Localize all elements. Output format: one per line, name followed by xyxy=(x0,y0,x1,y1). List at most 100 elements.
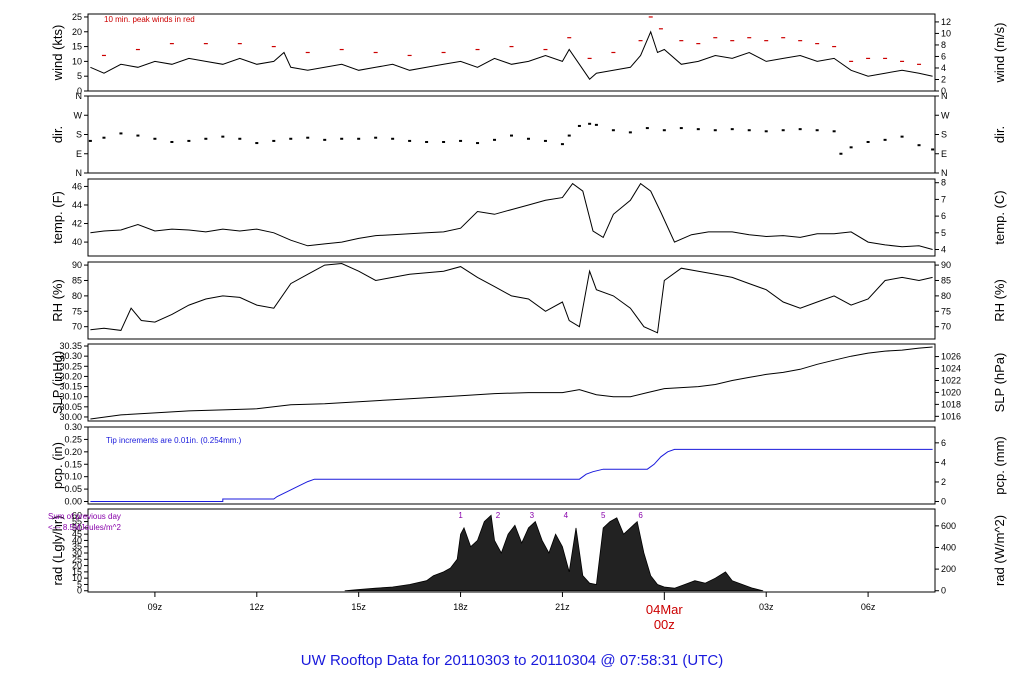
ytick-right-label: 7 xyxy=(941,194,946,204)
dir-point xyxy=(493,138,497,141)
ytick-right-label: 85 xyxy=(941,275,951,285)
rad-marker: 5 xyxy=(601,511,606,520)
dir-point xyxy=(815,129,819,132)
ytick-left-label: 60 xyxy=(72,510,82,520)
dir-point xyxy=(594,123,598,126)
ytick-right-label: 12 xyxy=(941,17,951,27)
panel-frame-pcp xyxy=(87,426,936,505)
ytick-right-label: 6 xyxy=(941,51,946,61)
ytick-right-label: 1026 xyxy=(941,352,961,362)
xtick-label: 18z xyxy=(453,602,468,612)
ytick-left-label: 35 xyxy=(72,542,82,552)
ytick-right-label: 70 xyxy=(941,322,951,332)
dir-point xyxy=(136,134,140,137)
ytick-left-label: 20 xyxy=(72,27,82,37)
dir-point xyxy=(588,122,592,125)
ytick-left-label: 44 xyxy=(72,200,82,210)
dir-point xyxy=(238,137,242,140)
rad-note-1: Sum of previous day xyxy=(48,512,121,521)
dir-point xyxy=(567,134,571,137)
ytick-left-label: 30.25 xyxy=(59,361,82,371)
ytick-left-label: 30.05 xyxy=(59,402,82,412)
dir-point xyxy=(221,135,225,138)
ytick-right-label: 2 xyxy=(941,477,946,487)
SLP-line xyxy=(90,346,933,420)
ytick-right-label: 80 xyxy=(941,291,951,301)
dir-point xyxy=(611,129,615,132)
panel-frame-temp xyxy=(87,178,936,257)
dir-point xyxy=(839,152,843,155)
ylabel-left-wind: wind (kts) xyxy=(50,25,65,82)
dir-point xyxy=(931,148,935,151)
dir-point xyxy=(832,130,836,133)
ylabel-right-RH: RH (%) xyxy=(992,279,1007,322)
ytick-left-label: 30.20 xyxy=(59,371,82,381)
xtick-label: 21z xyxy=(555,602,570,612)
ylabel-right-wind: wind (m/s) xyxy=(992,23,1007,84)
ytick-left-label: 30.35 xyxy=(59,341,82,351)
ytick-right-label: E xyxy=(941,149,947,159)
ytick-right-label: 8 xyxy=(941,178,946,188)
xtick-label: 06z xyxy=(861,602,876,612)
dir-point xyxy=(526,137,530,140)
ylabel-right-pcp: pcp. (mm) xyxy=(992,436,1007,495)
day-break-hour: 00z xyxy=(654,617,675,632)
dir-point xyxy=(442,140,446,143)
rad-marker: 1 xyxy=(458,511,463,520)
dir-point xyxy=(476,142,480,145)
rad-marker: 6 xyxy=(638,511,643,520)
ytick-left-label: 40 xyxy=(72,237,82,247)
ytick-left-label: 15 xyxy=(72,42,82,52)
ytick-right-label: 4 xyxy=(941,457,946,467)
dir-point xyxy=(798,128,802,131)
ytick-right-label: 75 xyxy=(941,306,951,316)
rad-marker: 3 xyxy=(530,511,535,520)
dir-point xyxy=(713,129,717,132)
ytick-left-label: 0.30 xyxy=(64,422,82,432)
ytick-left-label: 70 xyxy=(72,322,82,332)
ytick-right-label: 2 xyxy=(941,74,946,84)
dir-point xyxy=(408,139,412,142)
ytick-left-label: 25 xyxy=(72,12,82,22)
dir-point xyxy=(374,136,378,139)
ytick-left-label: 0 xyxy=(77,86,82,96)
xtick-label: 09z xyxy=(148,602,163,612)
xtick-label: 12z xyxy=(250,602,265,612)
ytick-left-label: 0.25 xyxy=(64,434,82,444)
dir-point xyxy=(340,137,344,140)
peak-note: 10 min. peak winds in red xyxy=(104,15,195,24)
dir-point xyxy=(153,137,157,140)
ylabel-right-temp: temp. (C) xyxy=(992,190,1007,244)
ytick-left-label: 0.10 xyxy=(64,472,82,482)
ylabel-right-SLP: SLP (hPa) xyxy=(992,353,1007,413)
ytick-right-label: 1016 xyxy=(941,411,961,421)
dir-point xyxy=(866,140,870,143)
ytick-right-label: 1024 xyxy=(941,364,961,374)
ytick-right-label: 600 xyxy=(941,521,956,531)
temp-line xyxy=(90,182,933,250)
ytick-right-label: N xyxy=(941,168,948,178)
ytick-left-label: N xyxy=(76,168,83,178)
ytick-left-label: 0.00 xyxy=(64,497,82,507)
ytick-left-label: 50 xyxy=(72,523,82,533)
panel-frame-dir. xyxy=(87,95,936,174)
ytick-left-label: 40 xyxy=(72,535,82,545)
panel-frame-wind xyxy=(87,13,936,92)
ytick-left-label: 42 xyxy=(72,219,82,229)
dir-point xyxy=(628,131,632,134)
ytick-left-label: 45 xyxy=(72,529,82,539)
ytick-right-label: 90 xyxy=(941,260,951,270)
dir-point xyxy=(560,143,564,146)
ytick-right-label: 0 xyxy=(941,86,946,96)
ytick-left-label: 30.00 xyxy=(59,412,82,422)
dir-point xyxy=(391,137,395,140)
dir-point xyxy=(255,142,259,145)
dir-point xyxy=(289,137,293,140)
ytick-right-label: 10 xyxy=(941,28,951,38)
ylabel-left-pcp: pcp. (in) xyxy=(50,442,65,489)
dir-point xyxy=(88,139,92,142)
dir-point xyxy=(272,139,276,142)
ytick-left-label: 30.15 xyxy=(59,382,82,392)
ytick-left-label: 90 xyxy=(72,260,82,270)
ytick-right-label: 1020 xyxy=(941,387,961,397)
